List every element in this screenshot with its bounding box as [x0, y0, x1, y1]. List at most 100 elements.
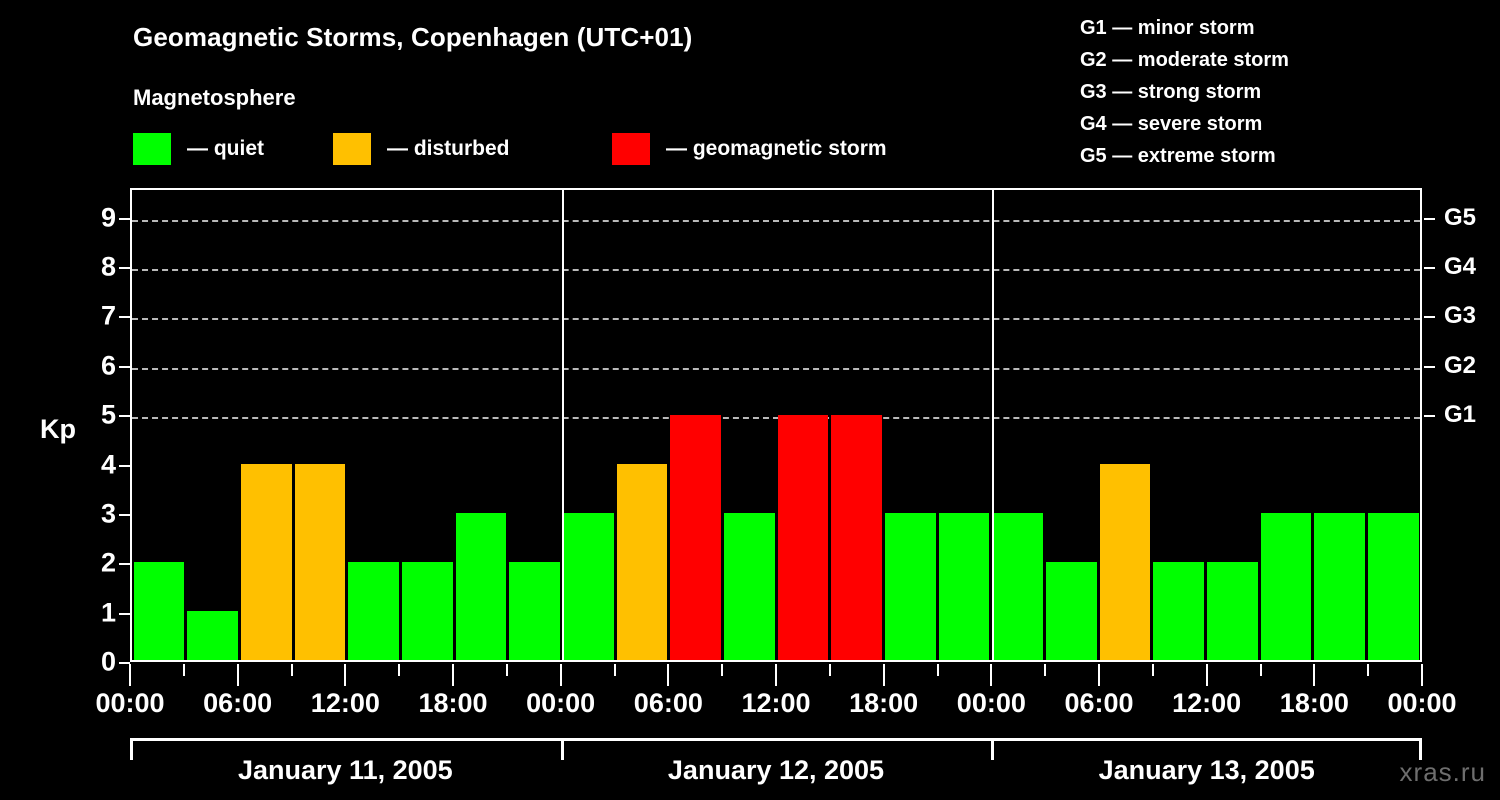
right-tick-label-g4: G4 — [1444, 253, 1477, 280]
bar — [455, 513, 507, 660]
x-tick-mark — [1259, 664, 1262, 676]
bar — [777, 415, 829, 660]
bar — [1367, 513, 1419, 660]
right-tick-mark — [1424, 217, 1435, 220]
legend-item-green: — quiet — [133, 133, 264, 165]
y-tick-label: 2 — [100, 547, 116, 578]
gridline — [132, 219, 1420, 222]
x-tick-label: 06:00 — [1064, 688, 1134, 718]
x-tick-mark — [1313, 664, 1316, 686]
day-label: January 12, 2005 — [667, 755, 885, 785]
y-tick-label: 8 — [100, 251, 116, 282]
y-tick-label: 9 — [100, 202, 116, 233]
day-label: January 11, 2005 — [237, 755, 453, 785]
legend-swatch-green-icon — [133, 133, 171, 165]
day-label: January 13, 2005 — [1098, 755, 1315, 785]
x-tick-mark — [667, 664, 670, 686]
page-title: Geomagnetic Storms, Copenhagen (UTC+01) — [133, 22, 693, 52]
x-tick-mark — [1367, 664, 1370, 676]
bar — [670, 415, 721, 660]
legend-label: — disturbed — [387, 137, 510, 160]
x-tick-mark — [344, 664, 347, 686]
x-tick-mark — [1098, 664, 1100, 686]
x-tick-mark — [721, 664, 724, 676]
y-tick-mark — [119, 267, 130, 269]
day-brackets — [130, 738, 1422, 762]
right-tick-label-g2: G2 — [1444, 351, 1477, 379]
x-tick-mark — [936, 664, 939, 676]
day-bracket-tick — [991, 738, 995, 760]
day-bracket-tick — [1419, 738, 1422, 760]
x-tick-label: 00:00 — [1387, 688, 1457, 718]
plot-area — [130, 188, 1422, 662]
y-tick-label: 1 — [100, 597, 116, 628]
y-tick-mark — [119, 316, 130, 319]
bar — [1206, 562, 1258, 660]
g-scale-row: G3 — strong storm — [1080, 81, 1262, 103]
right-tick-mark — [1424, 267, 1435, 269]
bar — [294, 464, 346, 660]
y-tick-label: 4 — [100, 449, 116, 479]
bar — [133, 562, 185, 660]
bar — [992, 513, 1043, 660]
bar — [884, 513, 936, 660]
x-tick-label: 18:00 — [849, 688, 919, 718]
g-scale-row: G4 — severe storm — [1080, 113, 1263, 135]
legend-swatch-orange-icon — [333, 133, 371, 165]
bar — [831, 415, 882, 660]
x-tick-mark — [1421, 664, 1423, 686]
x-tick-mark — [182, 664, 185, 676]
day-bracket — [991, 738, 1422, 760]
right-tick-label-g3: G3 — [1444, 302, 1477, 330]
bar — [562, 513, 614, 660]
x-tick-mark — [1205, 664, 1208, 686]
y-tick-label: 0 — [100, 646, 116, 677]
legend-swatch-red-icon — [612, 133, 650, 165]
x-tick-mark — [990, 664, 993, 686]
x-tick-label: 06:00 — [633, 688, 703, 718]
y-tick-label: 7 — [100, 300, 116, 331]
x-tick-label: 12:00 — [1172, 688, 1242, 718]
y-axis-labels: 0 1 2 3 4 5 6 7 8 9 — [68, 188, 130, 677]
gridline — [132, 318, 1420, 321]
g-scale-row: G5 — extreme storm — [1080, 145, 1276, 167]
bar — [509, 562, 560, 660]
x-axis-labels: 00:00 06:00 12:00 18:00 00:00 06:00 12:00 18:00… — [0, 688, 1500, 724]
y-tick-mark — [119, 217, 130, 220]
x-tick-mark — [129, 664, 131, 686]
day-bracket-tick — [130, 738, 133, 760]
bar-series — [132, 190, 1420, 660]
y-axis-title: Kp — [40, 414, 76, 444]
x-tick-label: 00:00 — [956, 688, 1026, 718]
x-tick-label: 18:00 — [1279, 688, 1349, 718]
legend-label: — quiet — [187, 137, 264, 160]
y-tick-mark — [119, 415, 130, 418]
right-axis-labels: G1 G2 G3 G4 G5 — [1422, 188, 1500, 662]
y-tick-mark — [119, 365, 130, 368]
bar — [616, 464, 668, 660]
bar — [1314, 513, 1365, 660]
gridline — [132, 367, 1420, 370]
right-tick-label-g5: G5 — [1444, 203, 1477, 231]
y-tick-mark — [119, 513, 130, 516]
x-tick-mark — [775, 664, 777, 686]
x-tick-mark — [882, 664, 885, 686]
bar — [401, 562, 453, 660]
bar — [938, 513, 990, 660]
x-tick-label: 12:00 — [741, 688, 811, 718]
x-tick-mark — [613, 664, 616, 676]
x-tick-mark — [1151, 664, 1154, 676]
y-tick-label: 5 — [100, 399, 116, 430]
gridline — [132, 417, 1420, 420]
x-tick-mark — [398, 664, 401, 676]
legend-item-red: — geomagnetic storm — [612, 133, 887, 165]
legend-item-orange: — disturbed — [333, 133, 510, 165]
x-tick-label: 00:00 — [526, 688, 596, 718]
day-bracket-tick — [560, 738, 564, 760]
x-tick-mark — [452, 664, 454, 686]
x-tick-label: 12:00 — [310, 688, 380, 718]
x-tick-mark — [828, 664, 831, 676]
right-tick-mark — [1424, 365, 1435, 368]
x-tick-mark — [236, 664, 239, 686]
legend-label: — geomagnetic storm — [666, 137, 887, 160]
